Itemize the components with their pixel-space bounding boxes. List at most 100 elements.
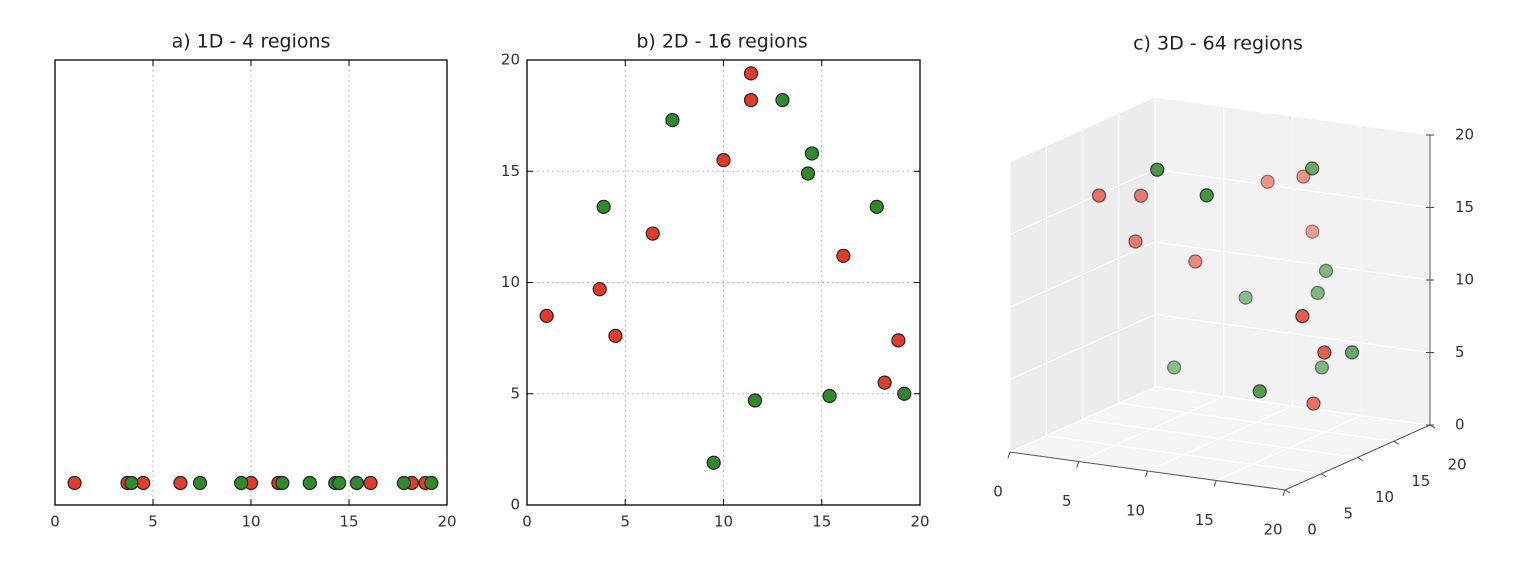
point [706, 455, 721, 470]
grid-line [1154, 241, 1431, 281]
point [1310, 285, 1325, 300]
plot-frame [54, 59, 448, 506]
point [1128, 234, 1143, 249]
point [539, 308, 554, 323]
point [1238, 290, 1253, 305]
tick-mark [1145, 470, 1148, 478]
grid-line [1082, 418, 1358, 459]
point [1260, 174, 1275, 189]
point [1252, 384, 1267, 399]
z-tick-label: 0 [1455, 416, 1465, 434]
point [192, 475, 208, 491]
z-tick-label: 10 [1455, 271, 1474, 289]
z-tick-label: 15 [1455, 198, 1474, 216]
y-tick-label: 0 [510, 496, 520, 514]
x-tick-label: 10 [1126, 502, 1145, 520]
x-tick-label: 10 [241, 513, 260, 531]
point [1314, 360, 1329, 375]
grid-line [1046, 435, 1322, 475]
point [804, 146, 820, 161]
y-tick-label: 20 [1447, 456, 1466, 474]
point [747, 393, 763, 408]
point [349, 475, 364, 491]
point [136, 475, 151, 491]
chart-title: c) 3D - 64 regions [1133, 33, 1303, 55]
y-tick-label: 15 [501, 162, 520, 180]
chart-title: a) 1D - 4 regions [172, 31, 331, 53]
x-tick-label: 20 [910, 513, 929, 531]
y-tick-label: 5 [1343, 504, 1353, 522]
x-tick-label: 20 [1263, 521, 1282, 539]
x-tick-label: 15 [812, 513, 831, 531]
point [822, 388, 837, 404]
point [1317, 345, 1332, 360]
y-tick-label: 10 [501, 273, 520, 291]
point [743, 92, 759, 108]
x-tick-label: 5 [620, 513, 630, 531]
point [608, 328, 623, 343]
point [67, 475, 82, 491]
x-tick-label: 10 [714, 513, 733, 531]
plot-frame [526, 59, 921, 506]
point [596, 199, 611, 214]
point [877, 375, 892, 390]
x-tick-label: 20 [437, 513, 456, 531]
x-axis-line [1009, 451, 1286, 491]
point [775, 92, 790, 108]
point [1150, 162, 1165, 177]
point [897, 386, 912, 401]
tick-mark [1284, 489, 1291, 494]
grid-line [1009, 96, 1156, 163]
point [1344, 345, 1360, 360]
point [234, 475, 249, 491]
point [1091, 188, 1107, 203]
tick-mark [1076, 461, 1080, 468]
grid-line [1118, 402, 1394, 442]
grid-line [1154, 96, 1431, 136]
y-tick-label: 10 [1375, 488, 1394, 506]
grid-line [1009, 241, 1156, 308]
point [1133, 188, 1149, 203]
point [124, 475, 139, 491]
x-tick-label: 5 [1062, 492, 1072, 510]
z-tick-label: 5 [1455, 343, 1465, 361]
point [1318, 263, 1334, 278]
point [836, 248, 851, 263]
x-tick-label: 0 [993, 483, 1003, 501]
y-tick-label: 15 [1411, 472, 1430, 490]
tick-mark [1320, 473, 1327, 478]
point [665, 112, 680, 128]
point [891, 333, 906, 348]
point [716, 153, 731, 168]
x-tick-label: 5 [148, 513, 158, 531]
point [1188, 254, 1203, 269]
x-tick-label: 15 [339, 513, 358, 531]
x-tick-label: 15 [1195, 511, 1214, 529]
point [275, 475, 290, 491]
point [173, 475, 188, 491]
z-tick-label: 20 [1455, 126, 1474, 144]
tick-mark [1213, 480, 1217, 487]
point [592, 282, 607, 297]
chart-title: b) 2D - 16 regions [636, 31, 807, 53]
grid-line [1154, 386, 1431, 426]
grid-line [1009, 168, 1156, 236]
x-tick-label: 0 [522, 513, 532, 531]
point [743, 66, 759, 81]
x-tick-label: 0 [50, 513, 60, 531]
grid-line [1154, 168, 1431, 209]
point [800, 166, 816, 181]
point [363, 475, 378, 491]
point [869, 199, 884, 214]
grid-line [1154, 313, 1431, 354]
point [1199, 188, 1214, 203]
y-axis-line [1284, 424, 1431, 491]
tick-mark [1357, 457, 1363, 461]
y-tick-label: 0 [1307, 521, 1317, 539]
point [1167, 360, 1182, 375]
point [645, 226, 660, 241]
tick-mark [1393, 440, 1400, 445]
point [1296, 169, 1311, 184]
tick-mark [1282, 489, 1286, 497]
